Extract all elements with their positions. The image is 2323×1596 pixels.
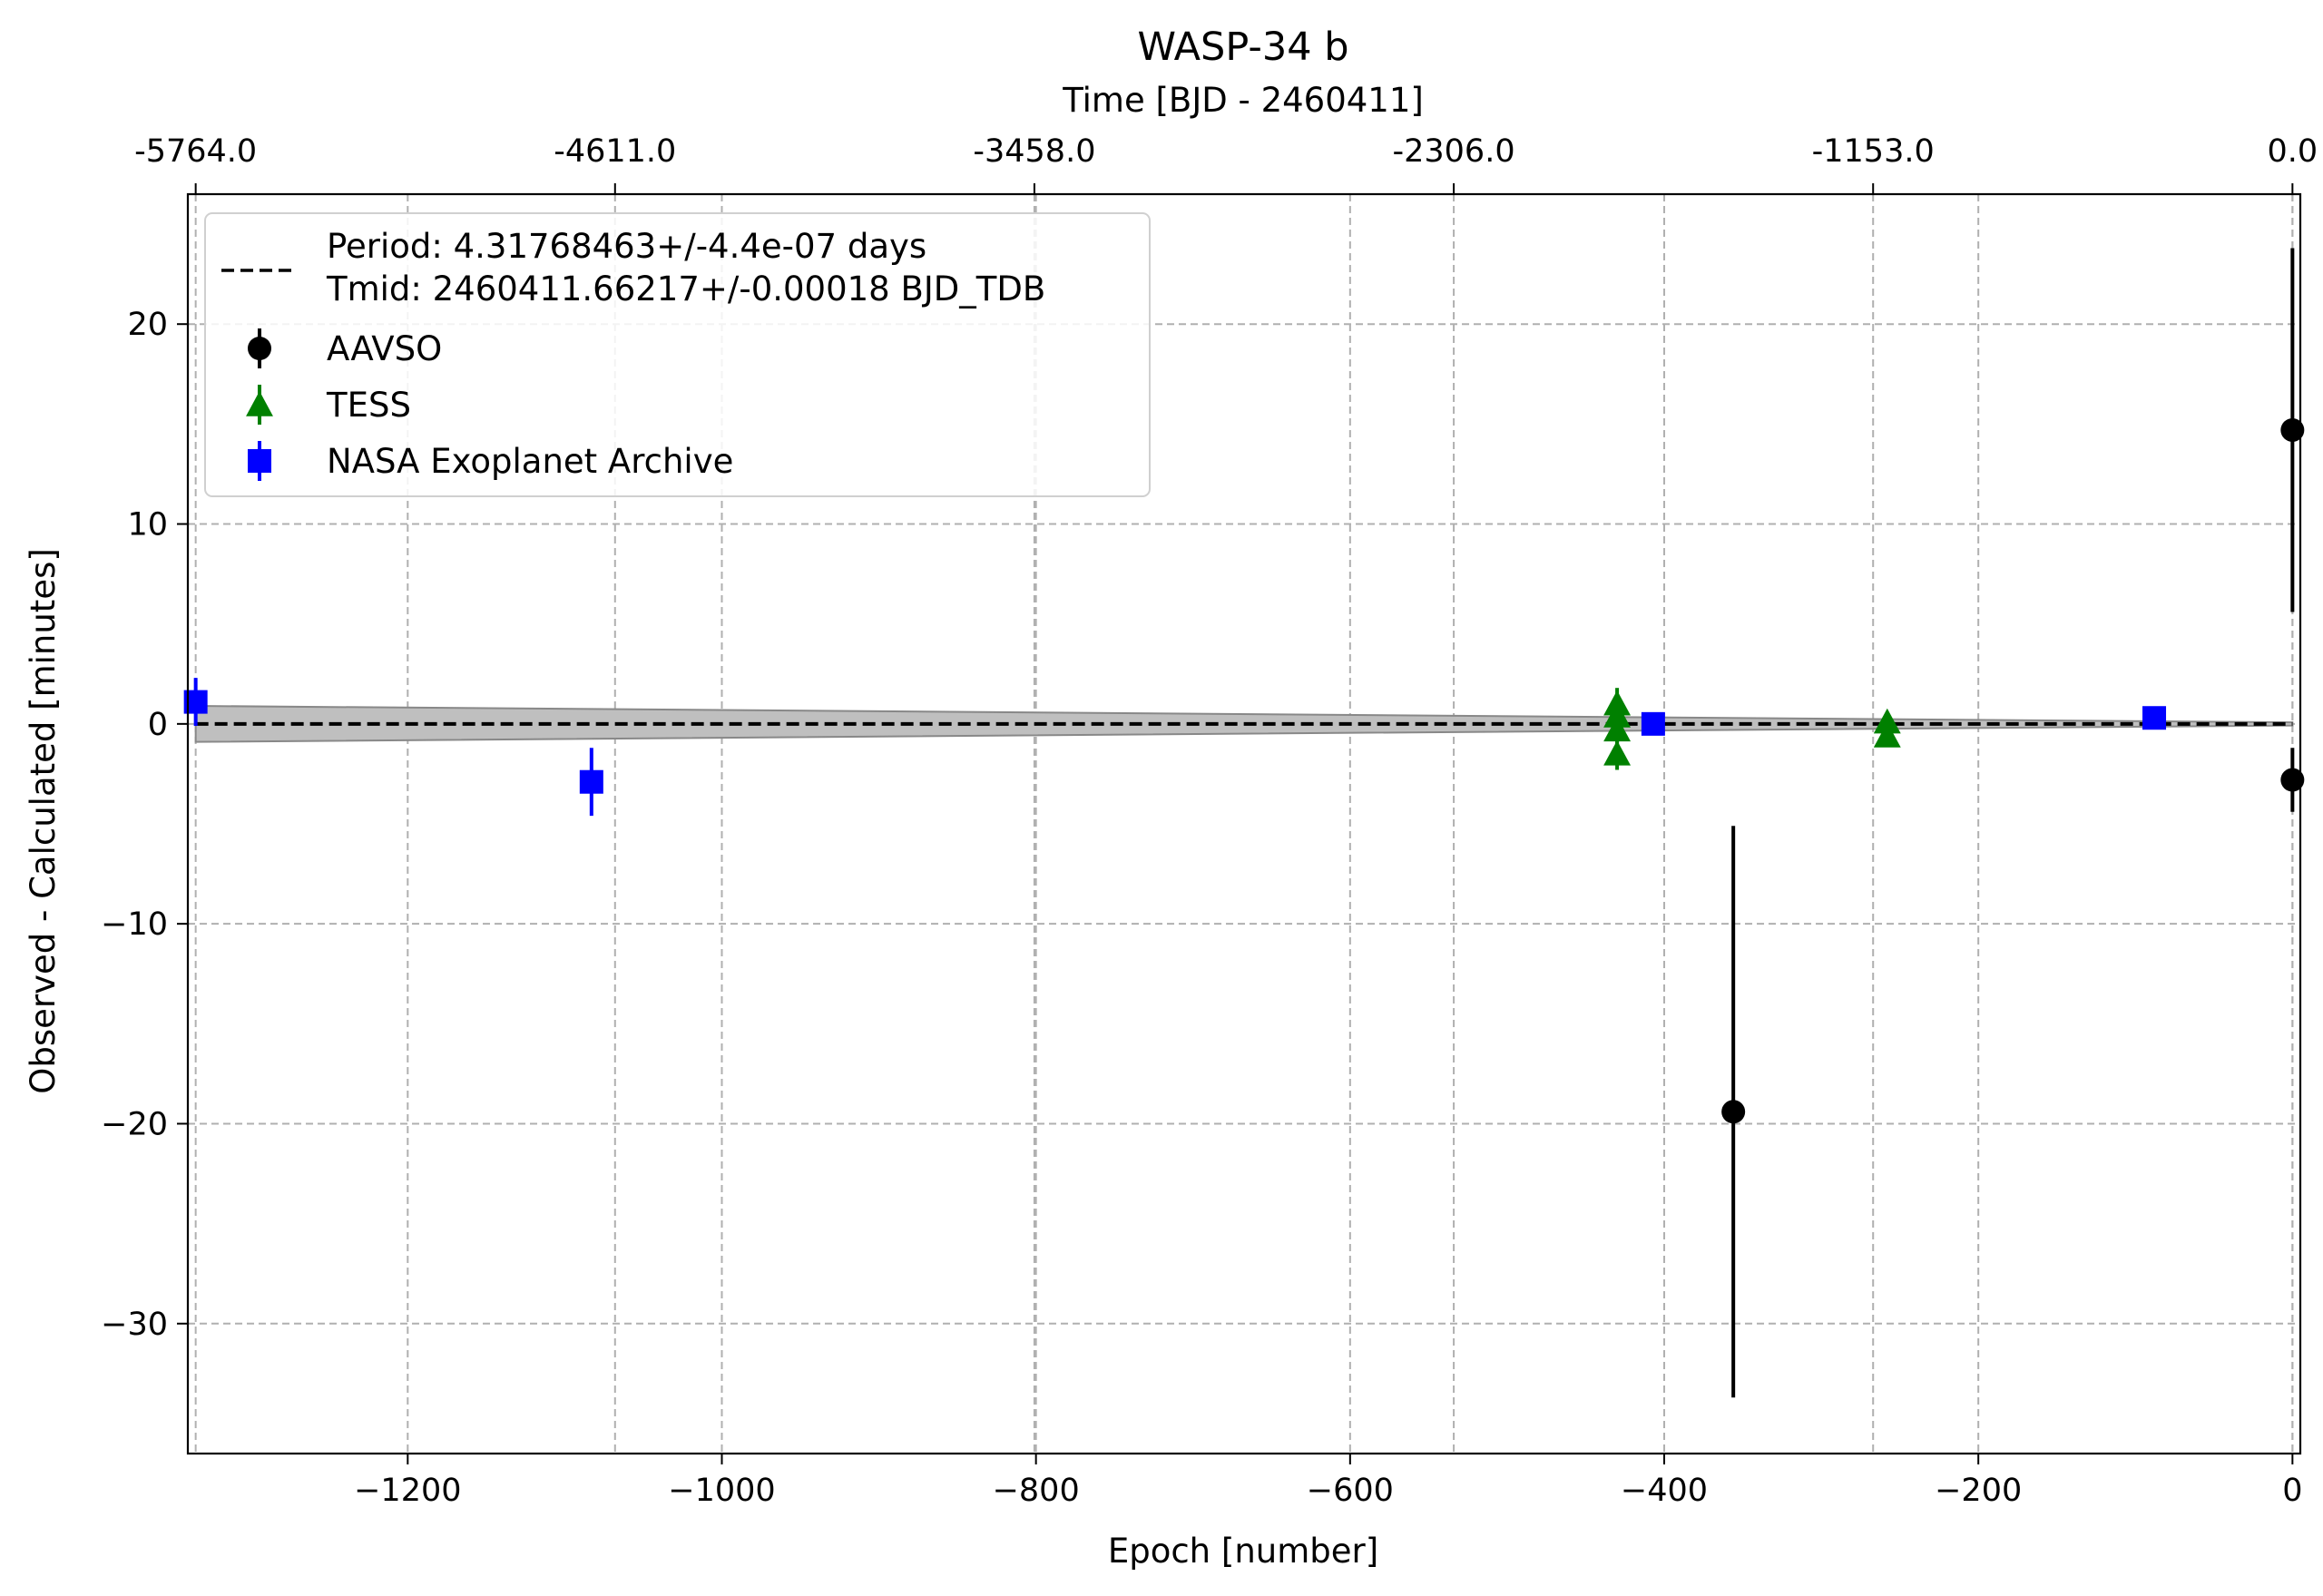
tess-point	[1873, 722, 1901, 748]
x-tick-label: −1000	[668, 1473, 775, 1509]
nasa-exoplanet-archive-point	[2142, 706, 2167, 730]
y-tick-label: −10	[101, 906, 168, 943]
x-tick-label: −800	[993, 1473, 1080, 1509]
data-points	[183, 248, 2305, 1398]
x-tick-label: −1200	[354, 1473, 461, 1509]
y-tick-label: 10	[127, 507, 168, 543]
x-tick-label: 0	[2282, 1473, 2302, 1509]
top-tick-label: 0.0	[2268, 133, 2318, 170]
axis-ticks: −1200 −1000 −800 −600 −400 −200 0 20 10 0 −10 −20 −3…	[101, 133, 2318, 1509]
top-tick-label: -2306.0	[1393, 133, 1515, 170]
y-tick-label: −20	[101, 1106, 168, 1142]
x-axis-label: Epoch [number]	[1108, 1532, 1378, 1571]
aavso-point	[1721, 1100, 1746, 1124]
legend-aavso-label: AAVSO	[327, 329, 442, 368]
top-x-axis-label: Time [BJD - 2460411]	[1062, 81, 1424, 120]
y-axis-label: Observed - Calculated [minutes]	[24, 548, 63, 1094]
legend-box	[204, 212, 1151, 497]
chart-title: WASP-34 b	[1137, 24, 1348, 70]
x-tick-label: −400	[1621, 1473, 1708, 1509]
tess-point	[1603, 739, 1632, 766]
legend-tess-marker	[246, 391, 273, 416]
legend-fit-tmid: Tmid: 2460411.66217+/-0.00018 BJD_TDB	[326, 269, 1045, 308]
legend-nasa-exoplanet-archive-marker	[248, 449, 271, 473]
tess-point	[1873, 708, 1901, 734]
grid	[188, 194, 2300, 1454]
legend-tess-label: TESS	[326, 386, 411, 425]
aavso-point	[2280, 768, 2305, 792]
legend-aavso-marker	[248, 337, 271, 360]
x-tick-label: −200	[1935, 1473, 2022, 1509]
top-tick-label: -5764.0	[134, 133, 257, 170]
y-tick-label: 0	[148, 707, 168, 743]
legend: Period: 4.31768463+/-4.4e-07 days Tmid: …	[204, 212, 1151, 497]
nasa-exoplanet-archive-point	[579, 769, 603, 794]
y-tick-label: 20	[127, 307, 168, 343]
tess-point	[1603, 716, 1632, 742]
legend-fit-period: Period: 4.31768463+/-4.4e-07 days	[327, 227, 926, 266]
top-tick-label: -4611.0	[554, 133, 676, 170]
legend-nasa-exoplanet-archive-label: NASA Exoplanet Archive	[327, 442, 733, 481]
legend-series-entries: AAVSO TESS NASA Exoplanet Archive	[246, 328, 733, 481]
x-tick-label: −600	[1307, 1473, 1394, 1509]
top-tick-label: -1153.0	[1812, 133, 1935, 170]
y-tick-label: −30	[101, 1307, 168, 1343]
top-tick-label: -3458.0	[973, 133, 1095, 170]
plot-frame	[186, 192, 2302, 1455]
nasa-exoplanet-archive-point	[1641, 711, 1665, 736]
aavso-point	[2280, 417, 2305, 442]
